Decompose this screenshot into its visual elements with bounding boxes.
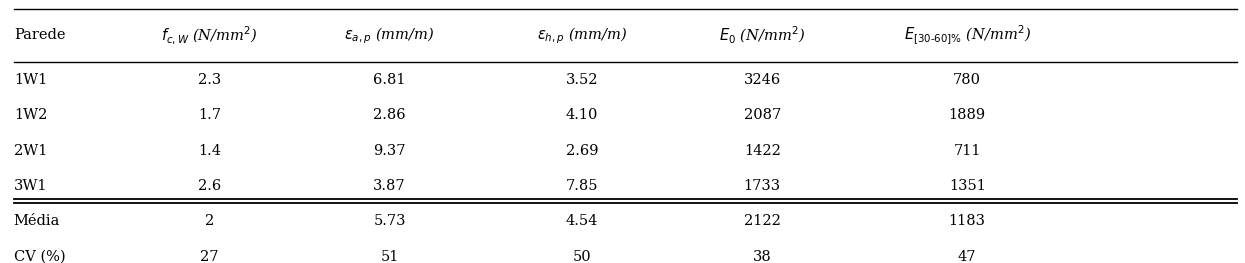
Text: 1351: 1351 bbox=[949, 179, 986, 193]
Text: $E_0$ (N/mm$^2$): $E_0$ (N/mm$^2$) bbox=[720, 25, 806, 46]
Text: 51: 51 bbox=[381, 250, 398, 263]
Text: $f_{c,W}$ (N/mm$^2$): $f_{c,W}$ (N/mm$^2$) bbox=[161, 24, 258, 47]
Text: 27: 27 bbox=[200, 250, 219, 263]
Text: 4.10: 4.10 bbox=[566, 108, 599, 122]
Text: Média: Média bbox=[14, 214, 60, 228]
Text: 6.81: 6.81 bbox=[374, 73, 406, 87]
Text: 2.6: 2.6 bbox=[198, 179, 222, 193]
Text: 711: 711 bbox=[954, 144, 981, 158]
Text: $\varepsilon_{a,p}$ (mm/m): $\varepsilon_{a,p}$ (mm/m) bbox=[345, 25, 435, 46]
Text: 2W1: 2W1 bbox=[14, 144, 47, 158]
Text: 5.73: 5.73 bbox=[374, 214, 406, 228]
Text: 2087: 2087 bbox=[743, 108, 781, 122]
Text: 3W1: 3W1 bbox=[14, 179, 47, 193]
Text: 38: 38 bbox=[753, 250, 772, 263]
Text: 4.54: 4.54 bbox=[566, 214, 599, 228]
Text: 2: 2 bbox=[205, 214, 214, 228]
Text: 780: 780 bbox=[954, 73, 981, 87]
Text: 50: 50 bbox=[573, 250, 591, 263]
Text: 7.85: 7.85 bbox=[566, 179, 599, 193]
Text: 2.86: 2.86 bbox=[374, 108, 406, 122]
Text: 1.7: 1.7 bbox=[198, 108, 220, 122]
Text: 3.52: 3.52 bbox=[566, 73, 599, 87]
Text: 1.4: 1.4 bbox=[198, 144, 220, 158]
Text: CV (%): CV (%) bbox=[14, 250, 66, 263]
Text: 2122: 2122 bbox=[743, 214, 781, 228]
Text: 2.3: 2.3 bbox=[198, 73, 222, 87]
Text: 1183: 1183 bbox=[949, 214, 986, 228]
Text: 9.37: 9.37 bbox=[374, 144, 406, 158]
Text: 3.87: 3.87 bbox=[374, 179, 406, 193]
Text: Parede: Parede bbox=[14, 28, 65, 43]
Text: 1422: 1422 bbox=[743, 144, 781, 158]
Text: 47: 47 bbox=[957, 250, 976, 263]
Text: 1W1: 1W1 bbox=[14, 73, 47, 87]
Text: 1733: 1733 bbox=[743, 179, 781, 193]
Text: 3246: 3246 bbox=[743, 73, 781, 87]
Text: 1889: 1889 bbox=[949, 108, 986, 122]
Text: $E_{[30\text{-}60]\%}$ (N/mm$^2$): $E_{[30\text{-}60]\%}$ (N/mm$^2$) bbox=[904, 24, 1031, 47]
Text: 2.69: 2.69 bbox=[566, 144, 599, 158]
Text: 1W2: 1W2 bbox=[14, 108, 47, 122]
Text: $\varepsilon_{h,p}$ (mm/m): $\varepsilon_{h,p}$ (mm/m) bbox=[537, 25, 627, 46]
